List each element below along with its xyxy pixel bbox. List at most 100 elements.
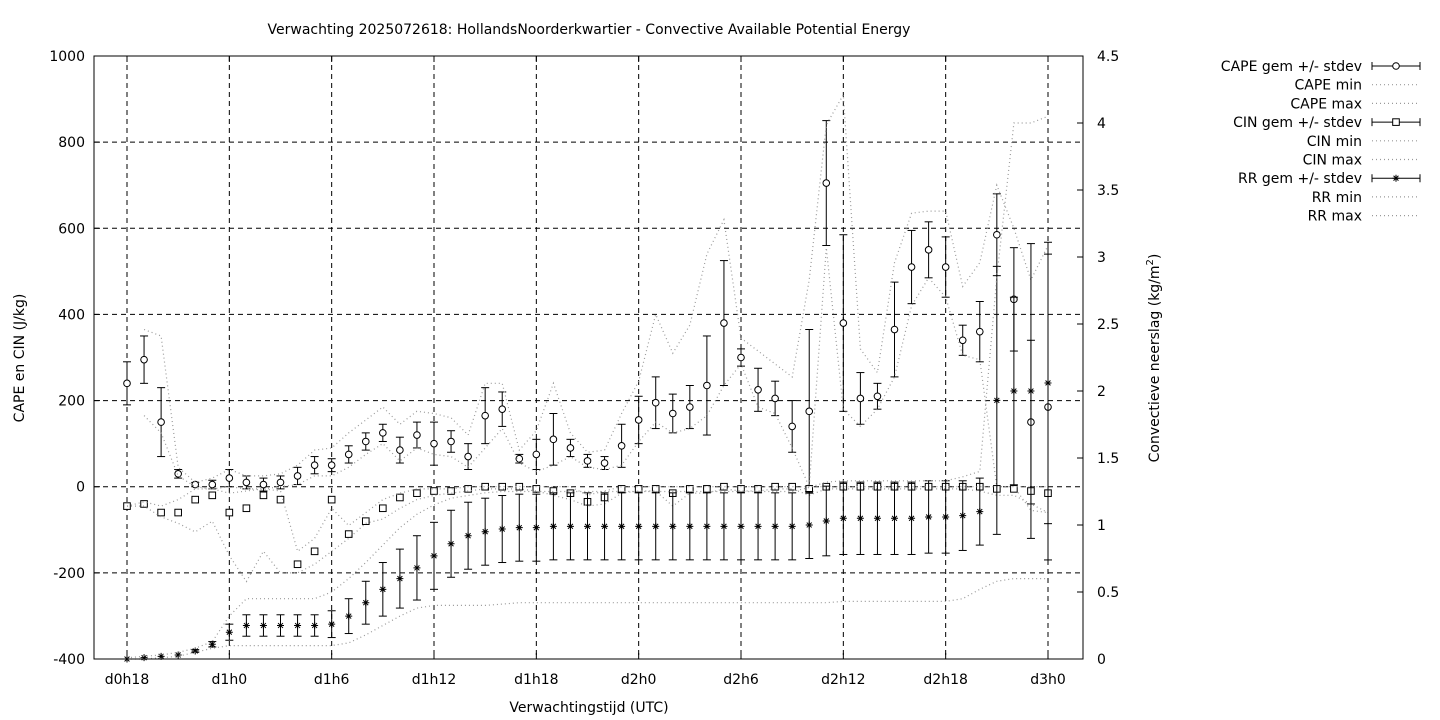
point-rr-mean — [481, 528, 489, 536]
series-line-rr-max — [126, 115, 1049, 659]
point-cape-mean — [958, 336, 967, 345]
point-cin-mean — [754, 485, 762, 493]
point-cape-mean — [396, 446, 404, 454]
point-cape-mean — [498, 405, 507, 413]
plot-frame — [93, 55, 1084, 660]
point-rr-mean — [839, 514, 847, 522]
point-cape-mean — [873, 392, 882, 401]
point-cin-mean — [498, 482, 507, 491]
point-cin-mean — [532, 485, 541, 493]
point-rr-mean — [294, 622, 302, 629]
point-cin-mean — [1010, 485, 1018, 493]
y-tick-label: 200 — [58, 394, 85, 410]
point-cin-mean — [617, 485, 626, 493]
point-rr-mean — [925, 513, 933, 521]
point-rr-mean — [959, 512, 967, 520]
point-rr-mean — [208, 640, 216, 648]
point-cape-mean — [703, 381, 711, 390]
point-cape-mean — [327, 461, 336, 469]
point-cape-mean — [344, 450, 353, 459]
point-cape-mean — [242, 478, 251, 487]
point-cape-mean — [805, 407, 814, 416]
x-tick-label: d0h18 — [105, 672, 149, 688]
point-rr-mean — [686, 522, 694, 530]
point-rr-mean — [413, 564, 421, 572]
legend-swatch-cin-mean — [1371, 118, 1421, 127]
point-rr-mean — [1027, 387, 1035, 395]
point-cin-mean — [293, 560, 302, 569]
point-cape-mean — [788, 422, 796, 431]
point-rr-mean — [976, 508, 984, 516]
y-tick-label: 400 — [58, 307, 85, 323]
legend-label-rr-max: RR max — [1308, 209, 1362, 225]
point-rr-mean — [515, 524, 523, 532]
point-cape-mean — [668, 409, 677, 418]
series-cape-min — [143, 247, 1049, 514]
point-cape-mean — [720, 319, 728, 327]
chart-title: Verwachting 2025072618: HollandsNoorderk… — [268, 22, 911, 38]
series-rr-min — [127, 578, 1048, 660]
y-tick-label: 0 — [76, 480, 85, 496]
series-layer — [123, 92, 1052, 663]
point-cin-mean — [327, 495, 336, 504]
point-cin-mean — [140, 500, 148, 508]
legend-label-cin-mean: CIN gem +/- stdev — [1233, 115, 1362, 131]
point-cin-mean — [430, 487, 438, 495]
series-rr-max — [126, 115, 1049, 659]
point-rr-mean — [498, 525, 506, 533]
legend-swatch-cape-mean — [1371, 62, 1421, 70]
point-cin-mean — [737, 485, 745, 493]
point-rr-mean — [259, 622, 267, 629]
point-rr-mean — [464, 532, 472, 540]
point-rr-mean — [771, 522, 779, 530]
legend-label-cin-max: CIN max — [1303, 153, 1362, 169]
point-cin-mean — [157, 508, 165, 517]
point-cin-mean — [464, 485, 472, 493]
legend-label-rr-mean: RR gem +/- stdev — [1238, 171, 1362, 187]
point-rr-mean — [754, 522, 762, 530]
x-tick-label: d1h0 — [212, 672, 248, 688]
point-cape-mean — [276, 478, 285, 487]
point-rr-mean — [277, 622, 284, 629]
point-cape-mean — [634, 416, 643, 424]
point-cape-mean — [259, 480, 268, 489]
legend-label-cape-max: CAPE max — [1290, 96, 1362, 112]
y2-tick-label: 4 — [1097, 116, 1106, 132]
y2-tick-label: 0.5 — [1097, 585, 1119, 601]
point-cape-mean — [208, 480, 217, 489]
legend-swatch-rr-mean — [1371, 174, 1421, 183]
point-cape-mean — [549, 435, 558, 444]
point-rr-mean — [447, 540, 455, 548]
y2-tick-label: 0 — [1097, 652, 1106, 668]
point-cape-mean — [174, 469, 182, 478]
point-cape-mean — [532, 450, 541, 459]
point-rr-mean — [345, 612, 353, 620]
point-cape-mean — [430, 439, 438, 448]
point-cape-mean — [617, 441, 626, 450]
point-cin-mean — [413, 489, 421, 497]
point-rr-mean — [805, 521, 813, 529]
point-cin-mean — [379, 504, 387, 513]
x-tick-label: d1h18 — [514, 672, 558, 688]
point-cape-mean — [839, 319, 848, 327]
x-tick-label: d2h12 — [821, 672, 865, 688]
point-rr-mean — [532, 524, 540, 532]
y2-tick-label: 3 — [1097, 250, 1106, 266]
point-rr-mean — [242, 622, 250, 629]
point-rr-mean — [908, 514, 916, 522]
point-cape-mean — [890, 325, 899, 334]
legend-label-rr-min: RR min — [1312, 190, 1362, 206]
point-cin-mean — [174, 508, 182, 517]
point-rr-mean — [652, 522, 660, 530]
y-tick-label: 1000 — [49, 49, 85, 65]
point-cin-mean — [242, 504, 251, 513]
point-rr-mean — [430, 552, 438, 560]
point-cin-mean — [310, 547, 319, 556]
y-tick-label: -200 — [53, 566, 85, 582]
point-rr-mean — [942, 513, 950, 521]
point-cape-mean — [566, 444, 575, 452]
point-cape-mean — [771, 394, 779, 403]
point-rr-mean — [788, 522, 796, 530]
point-cape-mean — [600, 459, 609, 467]
point-rr-mean — [618, 522, 626, 530]
